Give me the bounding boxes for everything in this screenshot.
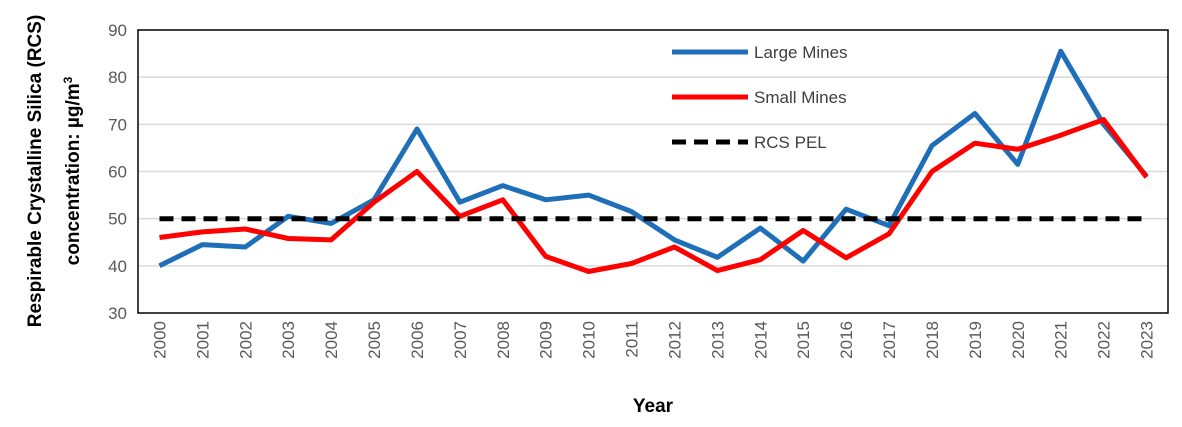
legend-label-small-mines: Small Mines (754, 88, 847, 107)
x-tick-label: 2004 (322, 321, 341, 359)
x-tick-label: 2009 (537, 321, 556, 359)
x-tick-label: 2023 (1138, 321, 1157, 359)
legend-label-large-mines: Large Mines (754, 43, 848, 62)
x-axis-title: Year (633, 396, 674, 417)
x-tick-label: 2020 (1009, 321, 1028, 359)
x-tick-label: 2018 (923, 321, 942, 359)
plot-area-border (137, 29, 1169, 314)
legend-label-rcs-pel: RCS PEL (754, 133, 827, 152)
x-tick-label: 2003 (279, 321, 298, 359)
x-axis-ticks: 2000 2001 2002 2003 2004 2005 2006 2007 2008 2009… (150, 321, 1156, 359)
x-tick-label: 2017 (880, 321, 899, 359)
x-tick-label: 2011 (623, 321, 642, 358)
x-tick-label: 2015 (794, 321, 813, 359)
x-tick-label: 2001 (193, 321, 212, 359)
y-axis-title-line2: concentration: µg/m3 (61, 76, 84, 265)
series-line-small-mines (159, 117, 1149, 274)
x-tick-label: 2007 (451, 321, 470, 359)
x-tick-label: 2021 (1052, 321, 1071, 359)
y-axis-unit-superscript: 3 (61, 76, 75, 83)
y-axis-title-line1: Respirable Crystalline Silica (RCS) (25, 15, 46, 328)
y-tick-label: 40 (108, 257, 127, 276)
x-tick-label: 2014 (751, 321, 770, 359)
x-tick-label: 2008 (494, 321, 513, 359)
x-tick-label: 2006 (408, 321, 427, 359)
y-axis-unit-text: concentration: µg/m (63, 83, 84, 265)
legend: Large Mines Small Mines RCS PEL (672, 43, 848, 152)
y-tick-label: 70 (108, 115, 127, 134)
x-tick-label: 2013 (708, 321, 727, 359)
x-tick-label: 2000 (150, 321, 169, 359)
series-lines (158, 48, 1149, 274)
x-tick-label: 2012 (665, 321, 684, 359)
y-tick-label: 60 (108, 163, 127, 182)
x-tick-label: 2022 (1095, 321, 1114, 359)
y-axis-ticks: 30 40 50 60 70 80 90 (108, 21, 127, 323)
y-tick-label: 50 (108, 210, 127, 229)
x-tick-label: 2002 (236, 321, 255, 359)
y-tick-label: 80 (108, 68, 127, 87)
y-tick-label: 30 (108, 304, 127, 323)
x-tick-label: 2005 (365, 321, 384, 359)
y-tick-label: 90 (108, 21, 127, 40)
x-tick-label: 2019 (966, 321, 985, 359)
x-tick-label: 2010 (580, 321, 599, 359)
series-line-large-mines (158, 48, 1149, 269)
x-tick-label: 2016 (837, 321, 856, 359)
